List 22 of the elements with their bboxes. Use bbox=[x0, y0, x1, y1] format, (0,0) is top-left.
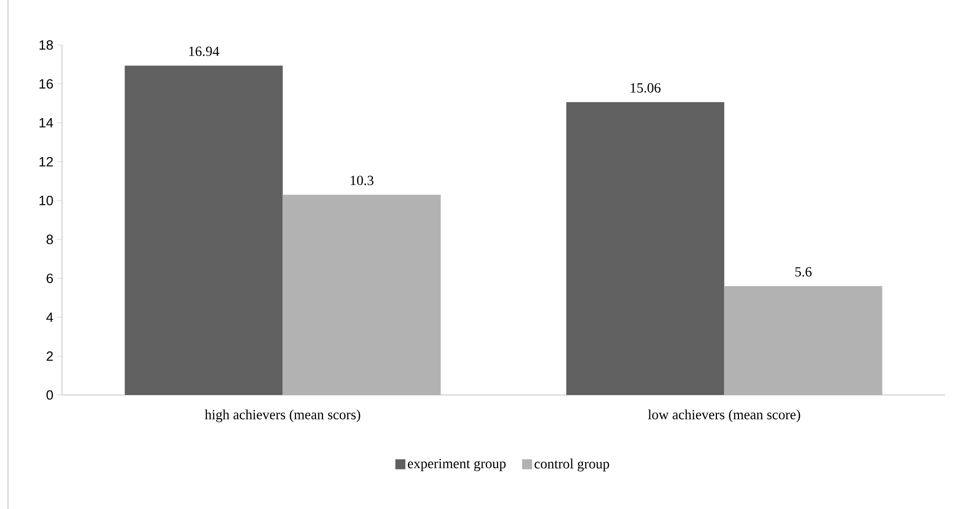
bar bbox=[282, 194, 441, 395]
y-tick-label: 0 bbox=[46, 390, 53, 400]
data-label: 15.06 bbox=[630, 83, 661, 93]
bar bbox=[124, 66, 283, 395]
bar bbox=[566, 102, 724, 395]
legend-label: control group bbox=[534, 458, 610, 472]
y-tick-label: 10 bbox=[40, 196, 53, 206]
data-label: 10.3 bbox=[350, 176, 374, 186]
bar bbox=[724, 286, 882, 395]
legend-label: experiment group bbox=[408, 458, 506, 472]
y-tick-label: 16 bbox=[40, 79, 53, 89]
y-tick-label: 2 bbox=[46, 351, 53, 361]
y-tick-label: 14 bbox=[40, 118, 54, 128]
y-tick-label: 4 bbox=[46, 312, 54, 322]
y-tick-label: 12 bbox=[40, 156, 53, 166]
y-tick-label: 18 bbox=[40, 40, 53, 50]
x-tick-label: high achievers (mean scors) bbox=[204, 410, 360, 422]
data-label: 5.6 bbox=[795, 267, 812, 277]
x-tick-label: low achievers (mean score) bbox=[648, 410, 800, 422]
data-label: 16.94 bbox=[189, 46, 220, 56]
y-tick-label: 8 bbox=[46, 234, 53, 244]
y-tick-label: 6 bbox=[46, 274, 53, 284]
